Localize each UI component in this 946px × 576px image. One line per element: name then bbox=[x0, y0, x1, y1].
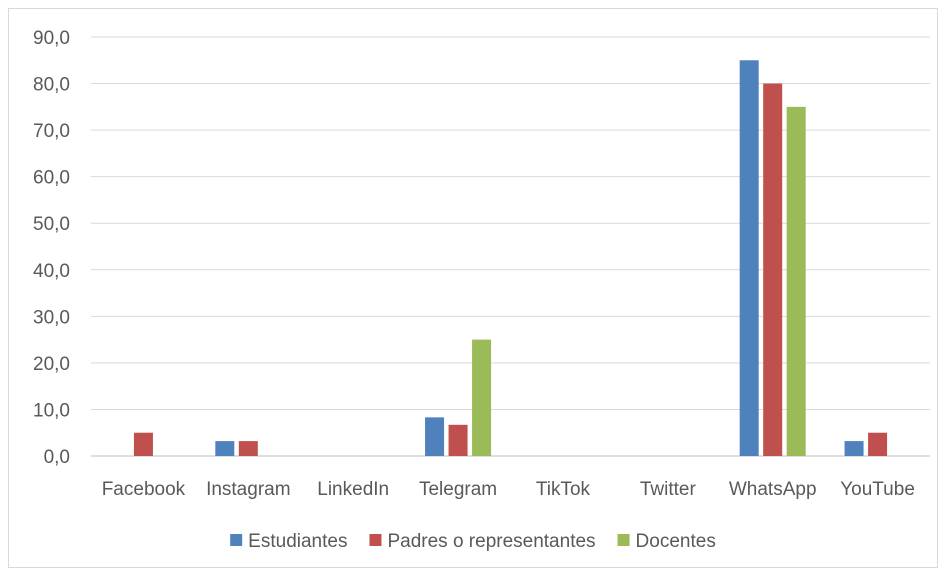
bar-padres-o-representantes-whatsapp bbox=[763, 83, 783, 457]
y-tick-label: 0,0 bbox=[44, 447, 70, 468]
legend-swatch bbox=[369, 534, 382, 546]
x-tick-label: WhatsApp bbox=[729, 479, 817, 500]
bar-padres-o-representantes-youtube bbox=[868, 432, 888, 456]
legend-label: Estudiantes bbox=[248, 531, 347, 552]
bar-estudiantes-instagram bbox=[215, 441, 235, 456]
bar-padres-o-representantes-instagram bbox=[238, 441, 258, 456]
x-tick-label: LinkedIn bbox=[317, 479, 389, 500]
legend-swatch bbox=[230, 534, 243, 546]
bar-estudiantes-whatsapp bbox=[739, 60, 759, 457]
bar-estudiantes-telegram bbox=[425, 417, 445, 456]
x-tick-label: Facebook bbox=[102, 479, 186, 500]
x-tick-label: Twitter bbox=[640, 479, 697, 500]
bar-padres-o-representantes-facebook bbox=[133, 432, 153, 456]
bar-docentes-whatsapp bbox=[786, 106, 806, 456]
x-tick-label: YouTube bbox=[840, 479, 915, 500]
bar-docentes-telegram bbox=[472, 339, 492, 456]
y-tick-label: 90,0 bbox=[33, 28, 70, 49]
legend-label: Padres o representantes bbox=[387, 531, 595, 552]
y-tick-label: 60,0 bbox=[33, 168, 70, 189]
x-tick-label: Instagram bbox=[206, 479, 290, 500]
x-tick-label: Telegram bbox=[419, 479, 497, 500]
legend: Estudiantes Padres o representantes Docent… bbox=[230, 531, 716, 552]
bar-estudiantes-youtube bbox=[844, 441, 864, 456]
y-tick-label: 30,0 bbox=[33, 307, 70, 328]
y-tick-label: 10,0 bbox=[33, 400, 70, 421]
bar-padres-o-representantes-telegram bbox=[448, 424, 468, 456]
chart-frame bbox=[8, 8, 938, 568]
legend-swatch bbox=[617, 534, 630, 546]
legend-label: Docentes bbox=[636, 531, 716, 552]
y-tick-label: 70,0 bbox=[33, 121, 70, 142]
x-tick-label: TikTok bbox=[536, 479, 591, 500]
x-axis-tick-labels: Facebook Instagram LinkedIn Telegram TikTok T… bbox=[102, 479, 915, 500]
bars bbox=[133, 60, 888, 457]
y-axis-tick-labels: 0,0 10,0 20,0 30,0 40,0 50,0 60,0 70,0 80,0 90,0 bbox=[33, 28, 70, 468]
y-tick-label: 20,0 bbox=[33, 354, 70, 375]
y-tick-label: 40,0 bbox=[33, 261, 70, 282]
y-tick-label: 80,0 bbox=[33, 75, 70, 96]
y-tick-label: 50,0 bbox=[33, 214, 70, 235]
